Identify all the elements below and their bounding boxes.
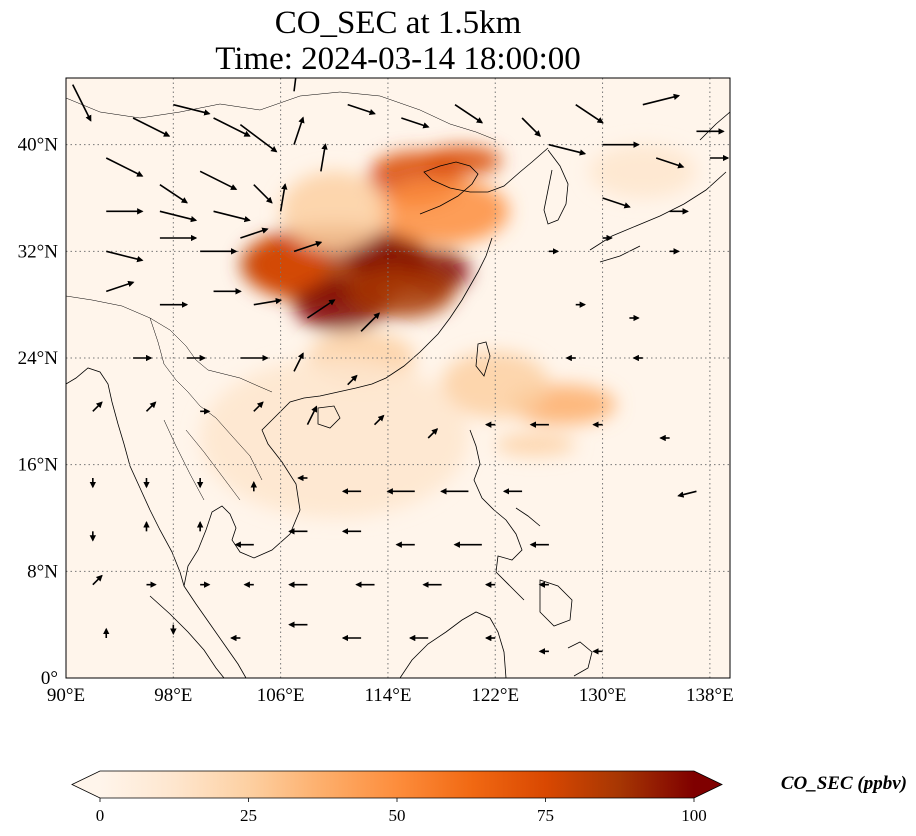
latitude-tick-labels: 0° 8°N 16°N 24°N 32°N 40°N — [18, 135, 59, 689]
map-panel — [65, 77, 731, 679]
wind-arrow — [293, 240, 323, 253]
coastline-korea — [543, 149, 569, 225]
coastline-bay-of-bengal — [66, 367, 185, 587]
wind-arrow — [575, 104, 604, 124]
plume-5 — [247, 235, 328, 294]
lat-tick-label: 0° — [41, 668, 58, 689]
coastline-sumatra — [149, 595, 225, 678]
lon-tick-label: 90°E — [47, 685, 85, 706]
wind-arrow — [454, 104, 484, 124]
border-himalaya — [66, 295, 273, 393]
lat-tick-label: 24°N — [18, 348, 59, 369]
lon-tick-label: 106°E — [257, 685, 305, 706]
wind-arrow — [132, 117, 171, 137]
wind-arrow — [320, 143, 328, 172]
wind-arrow — [199, 170, 238, 191]
wind-arrow — [253, 297, 283, 306]
wind-arrow — [602, 197, 631, 209]
wind-arrow — [159, 210, 198, 223]
wind-arrow — [159, 184, 188, 204]
concentration-field — [200, 144, 697, 518]
wind-arrow — [213, 117, 251, 137]
coastline-mindanao — [539, 579, 573, 627]
chart-title: CO_SEC at 1.5km — [274, 5, 522, 41]
wind-arrow — [239, 124, 278, 153]
wind-arrow — [145, 401, 157, 412]
wind-arrow — [360, 312, 381, 332]
colorbar: 0 25 50 75 100 CO_SEC (ppbv) — [71, 770, 907, 825]
wind-arrow — [173, 103, 211, 116]
colorbar-gradient-bar — [100, 771, 694, 798]
wind-arrow — [642, 93, 681, 106]
wind-arrow — [401, 117, 430, 129]
colorbar-ticks: 0 25 50 75 100 — [96, 798, 707, 825]
plume-7 — [421, 146, 502, 176]
wind-arrow — [92, 401, 103, 412]
plume-9 — [280, 171, 388, 252]
plume-4 — [347, 264, 456, 319]
coastline-taiwan — [475, 341, 491, 377]
wind-arrow — [427, 428, 439, 439]
colorbar-upper-extension — [694, 771, 722, 798]
wind-arrow — [105, 280, 135, 293]
wind-arrow — [548, 143, 587, 156]
lon-tick-label: 138°E — [686, 685, 734, 706]
wind-arrow — [279, 183, 288, 212]
wind-arrow — [105, 157, 144, 177]
colorbar-tick-label: 100 — [681, 806, 707, 825]
plume-8 — [374, 178, 509, 245]
lat-tick-label: 8°N — [27, 561, 58, 582]
wind-arrow — [293, 78, 297, 92]
wind-arrow — [347, 374, 358, 386]
wind-arrow — [253, 401, 264, 412]
lat-tick-label: 32°N — [18, 241, 59, 262]
plume-14 — [589, 144, 697, 198]
lon-tick-label: 122°E — [471, 685, 519, 706]
lat-tick-label: 16°N — [18, 455, 59, 476]
wind-arrow — [347, 103, 376, 116]
coastline-indochina — [183, 419, 301, 678]
wind-arrow — [293, 116, 305, 145]
coastline-sulawesi — [567, 641, 593, 677]
wind-arrow — [253, 184, 273, 204]
wind-arrow — [92, 574, 103, 586]
longitude-tick-labels: 90°E 98°E 106°E 114°E 122°E 130°E 138°E — [47, 685, 734, 706]
plume-15 — [200, 358, 469, 518]
colorbar-tick-label: 25 — [240, 806, 257, 825]
wind-arrow — [306, 405, 318, 426]
wind-arrow — [293, 352, 304, 372]
plume-13 — [495, 434, 576, 456]
lon-tick-label: 130°E — [579, 685, 627, 706]
colorbar-lower-extension — [72, 771, 100, 798]
wind-arrow — [373, 414, 385, 426]
map-frame — [65, 77, 731, 679]
chart-subtitle-time: Time: 2024-03-14 18:00:00 — [215, 41, 581, 77]
wind-arrow — [521, 117, 541, 137]
coastline-philippines — [469, 429, 541, 601]
colorbar-tick-label: 0 — [96, 806, 105, 825]
wind-arrow — [307, 299, 336, 319]
wind-arrow — [213, 210, 251, 223]
wind-arrow — [677, 490, 697, 498]
lon-tick-label: 114°E — [364, 685, 411, 706]
colorbar-tick-label: 50 — [389, 806, 406, 825]
colorbar-tick-label: 75 — [537, 806, 554, 825]
coastline-bohai — [419, 147, 549, 215]
colorbar-title: CO_SEC (ppbv) — [781, 773, 907, 794]
wind-arrow — [71, 84, 92, 122]
coastline-borneo — [399, 611, 507, 678]
coastline-china-mainland — [271, 237, 493, 421]
wind-vectors — [71, 78, 730, 655]
border-china-mongolia — [66, 91, 497, 141]
wind-arrow — [240, 227, 269, 239]
wind-arrow — [106, 250, 144, 263]
coastline-hainan — [317, 405, 341, 429]
lat-tick-label: 40°N — [18, 135, 59, 156]
wind-arrow — [655, 157, 685, 169]
lon-tick-label: 98°E — [154, 685, 192, 706]
